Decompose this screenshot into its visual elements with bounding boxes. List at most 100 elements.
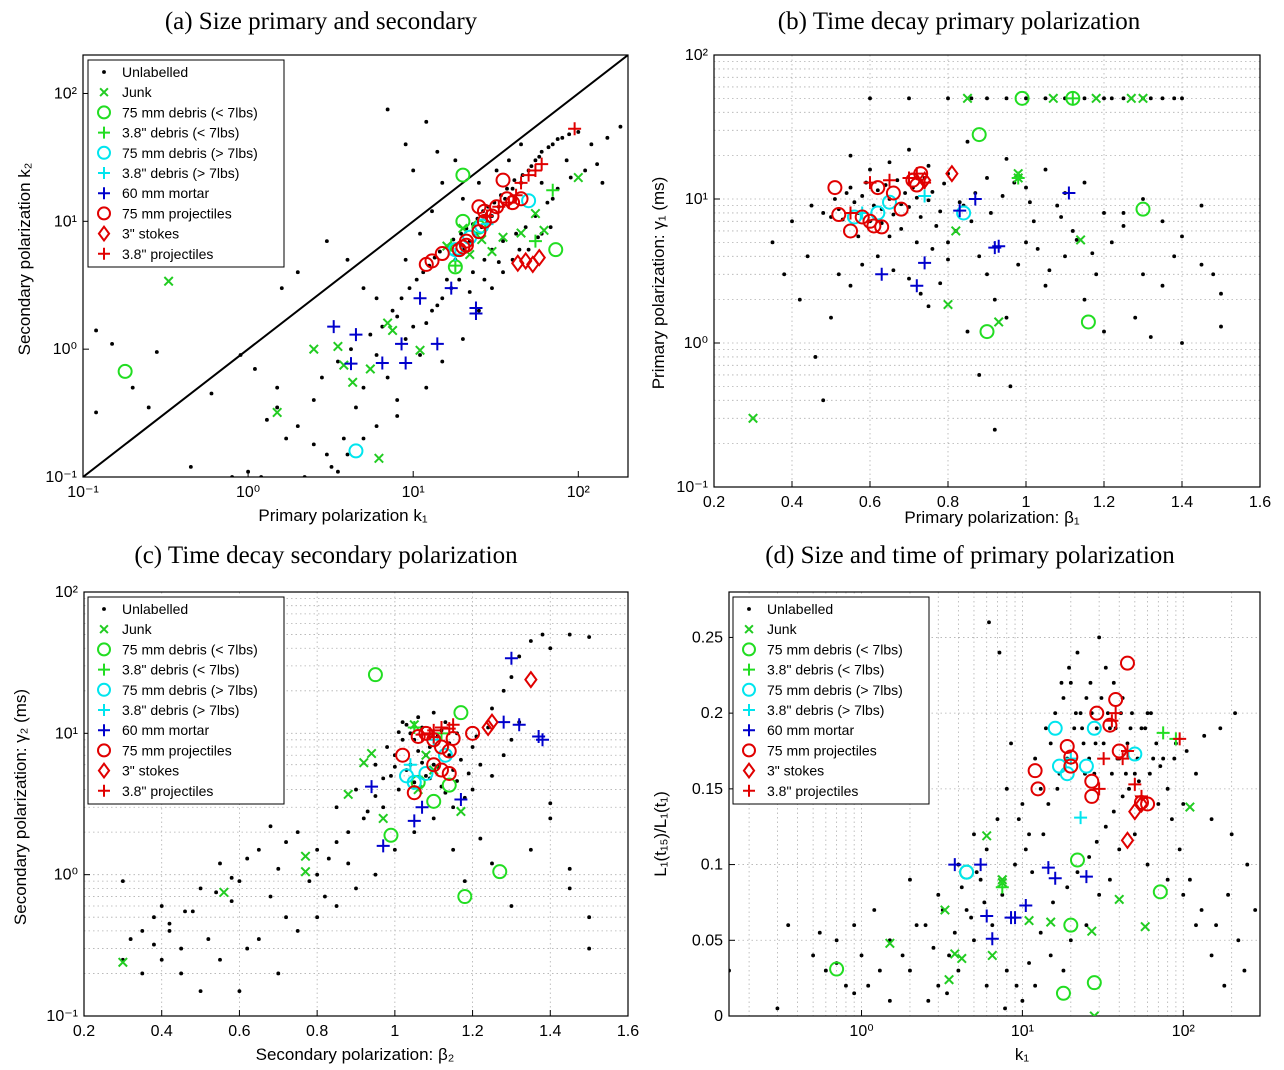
point-junk bbox=[956, 953, 967, 964]
point-unlabelled bbox=[253, 367, 257, 371]
point-unlabelled bbox=[1072, 726, 1077, 731]
legend-label-junk: Junk bbox=[767, 621, 798, 637]
point-unlabelled bbox=[891, 212, 896, 217]
point-unlabelled bbox=[914, 195, 919, 200]
point-unlabelled bbox=[1014, 983, 1019, 988]
point-unlabelled bbox=[264, 417, 269, 422]
point-unlabelled bbox=[501, 239, 505, 244]
point-unlabelled bbox=[1097, 635, 1102, 640]
point-3-8-projectiles bbox=[502, 196, 516, 210]
legend-marker-60-mm-mortar bbox=[743, 724, 755, 737]
point-unlabelled bbox=[1102, 211, 1106, 215]
legend-marker-unlabelled bbox=[102, 607, 106, 611]
point-unlabelled bbox=[875, 188, 880, 193]
point-unlabelled bbox=[1094, 272, 1099, 277]
point-unlabelled bbox=[987, 620, 991, 625]
point-60-mm-mortar bbox=[344, 357, 358, 371]
point-unlabelled bbox=[374, 353, 379, 357]
legend-label-3-8-debris-7lbs: 3.8" debris (> 7lbs) bbox=[767, 702, 884, 718]
plot-area bbox=[83, 55, 628, 477]
series-3-8-debris-7lbs bbox=[1011, 91, 1080, 185]
point-unlabelled bbox=[1181, 802, 1186, 806]
point-unlabelled bbox=[1043, 167, 1048, 172]
point-unlabelled bbox=[1121, 211, 1126, 215]
point-3-8-projectiles bbox=[427, 730, 441, 744]
point-junk bbox=[987, 950, 998, 961]
panel-a-size-primary-secondary: (a) Size primary and secondary Primary p… bbox=[15, 8, 629, 525]
point-unlabelled bbox=[1180, 96, 1184, 101]
point-unlabelled bbox=[583, 168, 588, 173]
point-unlabelled bbox=[988, 211, 993, 215]
point-unlabelled bbox=[214, 890, 219, 895]
point-unlabelled bbox=[1004, 786, 1009, 791]
point-junk bbox=[300, 866, 311, 877]
point-unlabelled bbox=[1117, 847, 1122, 852]
point-junk bbox=[308, 344, 319, 355]
point-unlabelled bbox=[1158, 764, 1163, 769]
point-junk bbox=[343, 789, 354, 800]
point-unlabelled bbox=[167, 928, 172, 933]
point-unlabelled bbox=[167, 921, 172, 926]
point-unlabelled bbox=[985, 176, 989, 180]
point-unlabelled bbox=[903, 191, 908, 195]
point-unlabelled bbox=[1068, 938, 1073, 943]
y-tick-label: 10⁻¹ bbox=[676, 479, 708, 496]
legend-marker-75-mm-projectiles bbox=[97, 206, 111, 221]
point-unlabelled bbox=[295, 928, 300, 933]
panel-a-title: (a) Size primary and secondary bbox=[165, 8, 478, 35]
point-unlabelled bbox=[336, 469, 340, 474]
point-unlabelled bbox=[1139, 726, 1144, 731]
point-75-mm-debris-7lbs bbox=[367, 667, 383, 683]
point-unlabelled bbox=[389, 773, 393, 778]
series-junk bbox=[884, 802, 1195, 1016]
point-75-mm-projectiles bbox=[1102, 717, 1118, 733]
point-unlabelled bbox=[1073, 711, 1078, 716]
legend-label-junk: Junk bbox=[122, 621, 153, 637]
point-unlabelled bbox=[130, 385, 135, 390]
point-unlabelled bbox=[536, 235, 540, 240]
point-unlabelled bbox=[392, 764, 397, 769]
point-unlabelled bbox=[1154, 741, 1159, 746]
point-unlabelled bbox=[392, 847, 397, 852]
point-3-8-debris-7lbs bbox=[995, 880, 1009, 894]
tick-labels: 0.2 0.4 0.6 0.8 1 1.2 1.4 1.6 10⁻¹ 10⁰ 10¹ 10² bbox=[46, 584, 639, 1040]
point-unlabelled bbox=[152, 915, 156, 920]
point-75-mm-projectiles bbox=[424, 253, 440, 269]
point-unlabelled bbox=[431, 710, 436, 715]
panel-d-ylabel: L₁(t₁₅)/L₁(t₁) bbox=[651, 791, 670, 877]
point-unlabelled bbox=[523, 225, 528, 230]
point-unlabelled bbox=[1041, 832, 1046, 837]
point-unlabelled bbox=[374, 424, 379, 429]
point-unlabelled bbox=[821, 398, 826, 403]
point-3-8-projectiles bbox=[863, 176, 877, 190]
point-unlabelled bbox=[476, 308, 481, 313]
point-75-mm-debris-7lbs bbox=[418, 765, 434, 781]
point-75-mm-debris-7lbs bbox=[870, 205, 886, 221]
point-75-mm-debris-7lbs bbox=[846, 209, 862, 225]
panel-b-xlabel: Primary polarization: β₁ bbox=[904, 508, 1079, 527]
point-unlabelled bbox=[1000, 194, 1005, 198]
point-unlabelled bbox=[1199, 908, 1204, 912]
point-unlabelled bbox=[478, 836, 483, 841]
point-unlabelled bbox=[361, 286, 366, 291]
point-unlabelled bbox=[245, 856, 250, 861]
point-60-mm-mortar bbox=[875, 267, 889, 281]
legend-label-unlabelled: Unlabelled bbox=[767, 601, 833, 617]
point-unlabelled bbox=[1236, 938, 1241, 943]
series-3-stokes bbox=[1120, 794, 1149, 850]
panel-a-ylabel: Secondary polarization k₂ bbox=[15, 163, 34, 356]
point-unlabelled bbox=[984, 983, 989, 988]
point-unlabelled bbox=[460, 337, 465, 341]
point-3-8-projectiles bbox=[1128, 777, 1142, 791]
point-75-mm-projectiles bbox=[1119, 655, 1135, 671]
point-unlabelled bbox=[1059, 680, 1064, 685]
point-75-mm-projectiles bbox=[1140, 796, 1156, 812]
point-unlabelled bbox=[786, 923, 791, 928]
point-unlabelled bbox=[1008, 384, 1013, 389]
point-unlabelled bbox=[1160, 283, 1165, 288]
point-unlabelled bbox=[934, 224, 939, 228]
series-junk bbox=[163, 172, 584, 464]
point-unlabelled bbox=[345, 257, 350, 262]
point-unlabelled bbox=[533, 158, 538, 163]
point-junk bbox=[573, 172, 584, 183]
